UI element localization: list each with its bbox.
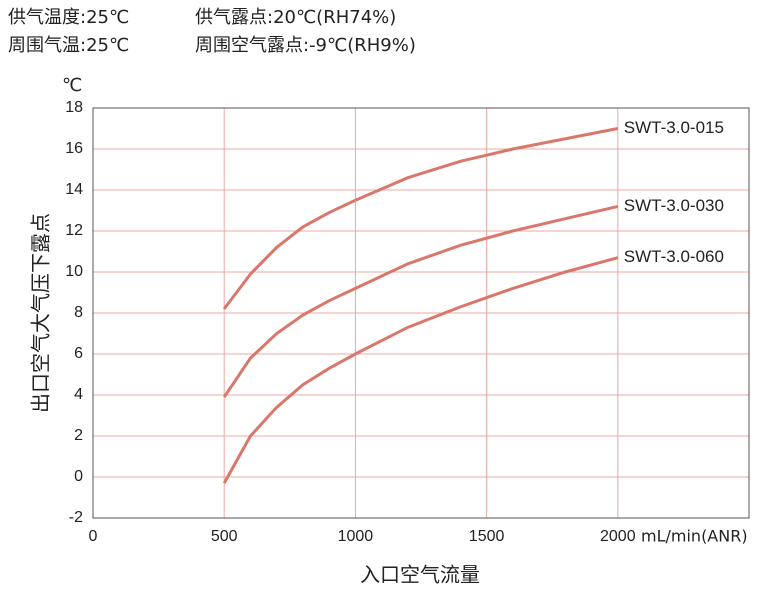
series-label: SWT-3.0-030	[624, 196, 724, 215]
annotation: 供气温度:25℃	[8, 7, 129, 28]
y-tick-label: 8	[74, 304, 83, 321]
annotation: 周围空气露点:-9℃(RH9%)	[195, 35, 416, 56]
x-unit: mL/min(ANR)	[641, 527, 748, 546]
plot-frame	[92, 107, 750, 519]
series-line	[223, 127, 619, 310]
x-tick-label: 1500	[469, 528, 505, 545]
y-axis-label: 出口空气大气压下露点	[29, 213, 53, 413]
annotation: 供气露点:20℃(RH74%)	[195, 7, 396, 28]
series-label: SWT-3.0-060	[624, 247, 724, 266]
y-tick-label: 18	[65, 99, 83, 116]
series-line	[222, 256, 619, 484]
x-tick-label: 500	[211, 528, 238, 545]
y-tick-label: 0	[74, 468, 83, 485]
y-tick-label: 2	[74, 427, 83, 444]
y-tick-label: 16	[65, 140, 83, 157]
x-tick-label: 2000	[600, 528, 636, 545]
y-tick-label: 4	[74, 386, 83, 403]
x-axis-label: 入口空气流量	[360, 563, 480, 587]
series-line	[222, 204, 619, 398]
annotation: 周围气温:25℃	[8, 35, 129, 56]
x-tick-label: 1000	[338, 528, 374, 545]
x-tick-label: 0	[89, 528, 98, 545]
series-label: SWT-3.0-015	[624, 118, 724, 137]
y-tick-label: 6	[74, 345, 83, 362]
y-tick-label: -2	[69, 509, 83, 526]
y-tick-label: 14	[65, 181, 83, 198]
y-unit: ℃	[62, 75, 82, 96]
y-tick-label: 10	[65, 263, 83, 280]
y-tick-label: 12	[65, 222, 83, 239]
